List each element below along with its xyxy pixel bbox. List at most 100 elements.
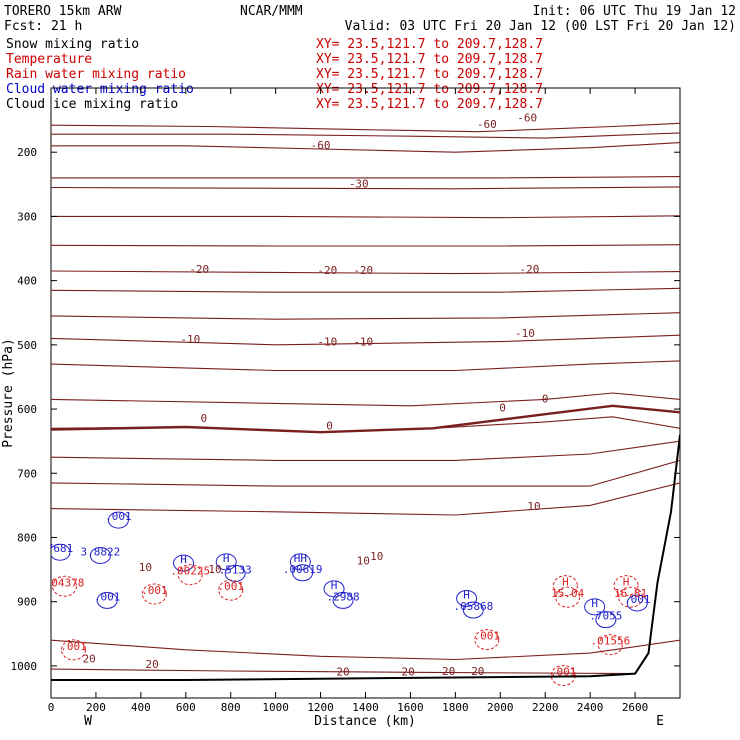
terrain-surface xyxy=(51,434,680,681)
contour-label: 16.81 xyxy=(614,587,647,600)
contour-label: 20 xyxy=(145,658,158,671)
cloud-water-contour xyxy=(173,554,195,572)
x-axis-label: Distance (km) xyxy=(314,714,416,729)
legend-field-name: Rain water mixing ratio xyxy=(6,67,186,82)
legend-field-xy: XY= 23.5,121.7 to 209.7,128.7 xyxy=(316,37,543,52)
isotherm--40 xyxy=(51,176,680,179)
x-tick-label: 1800 xyxy=(442,701,469,714)
isotherm--10 xyxy=(51,312,680,320)
x-tick-label: 1000 xyxy=(262,701,289,714)
rain-water-contour xyxy=(613,575,639,597)
contour-label: .00619 xyxy=(283,563,323,576)
contour-label: -60 xyxy=(311,139,331,152)
contour-label: 20 xyxy=(442,665,455,678)
contour-label: 15.04 xyxy=(551,587,584,600)
y-tick-label: 300 xyxy=(17,210,37,223)
contour-label: 10 xyxy=(527,500,540,513)
x-tick-label: 1200 xyxy=(307,701,334,714)
contour-label: H xyxy=(623,576,630,589)
rain-water-contour xyxy=(555,586,581,608)
cloud-water-contour xyxy=(224,564,246,582)
contour-label: 0 xyxy=(542,393,549,406)
contour-label: 0 xyxy=(499,402,506,415)
rain-water-contour xyxy=(552,575,578,597)
cloud-water-contour xyxy=(289,553,311,571)
cloud-water-contour xyxy=(107,511,129,529)
rain-water-contour xyxy=(218,579,244,601)
contour-label: -10 xyxy=(515,327,535,340)
x-tick-label: 800 xyxy=(221,701,241,714)
contour-label: .00225 xyxy=(170,565,210,578)
contour-label: 10 xyxy=(370,550,383,563)
x-tick-label: 200 xyxy=(86,701,106,714)
contour-label: -60 xyxy=(477,118,497,131)
contour-label: 0 xyxy=(200,412,207,425)
cloud-water-contour xyxy=(96,591,118,609)
y-tick-label: 200 xyxy=(17,146,37,159)
isotherm-lines xyxy=(51,122,680,675)
legend-field-xy: XY= 23.5,121.7 to 209.7,128.7 xyxy=(316,67,543,82)
cloud-water-contour xyxy=(595,611,617,629)
legend-field-name: Temperature xyxy=(6,52,92,67)
contour-label: .2988 xyxy=(326,590,359,603)
contour-label: 20 xyxy=(471,665,484,678)
contour-label: -20 xyxy=(520,263,540,276)
isotherm--10 xyxy=(51,334,680,346)
contour-label: .001 xyxy=(474,630,501,643)
legend-field-xy: XY= 23.5,121.7 to 209.7,128.7 xyxy=(316,97,543,112)
contour-label: H xyxy=(180,553,187,566)
x-tick-label: 400 xyxy=(131,701,151,714)
contour-label: 7681 xyxy=(47,542,74,555)
cloud-water-contour xyxy=(584,598,606,616)
contour-label: 20 xyxy=(402,666,415,679)
y-tick-label: 600 xyxy=(17,403,37,416)
isotherm--60 xyxy=(51,142,680,153)
contour-label: 3.8822 xyxy=(81,545,121,558)
isotherm-0 xyxy=(51,392,680,407)
x-tick-label: 1400 xyxy=(352,701,379,714)
contour-label: -10 xyxy=(317,335,337,348)
cloud-water-contour xyxy=(51,543,71,561)
contour-label: 10 xyxy=(357,554,370,567)
x-tick-label: 2200 xyxy=(532,701,559,714)
contour-label: H xyxy=(463,588,470,601)
cloud-water-contour xyxy=(292,564,314,582)
rain-water-contour xyxy=(141,583,167,605)
isotherm-10 xyxy=(51,459,680,487)
isotherm--10 xyxy=(51,360,680,372)
x-tick-label: 1600 xyxy=(397,701,424,714)
x-tick-label: 0 xyxy=(48,701,55,714)
valid-time: Valid: 03 UTC Fri 20 Jan 12 (00 LST Fri … xyxy=(345,19,736,34)
cloud-water-contour xyxy=(332,591,354,609)
legend-field-name: Cloud water mixing ratio xyxy=(6,82,194,97)
rain-water-contour xyxy=(618,586,644,608)
isotherm--20 xyxy=(51,244,680,247)
east-end-label: E xyxy=(656,714,664,729)
x-tick-label: 2600 xyxy=(622,701,649,714)
contour-label: H xyxy=(223,552,230,565)
x-tick-label: 2400 xyxy=(577,701,604,714)
y-axis-label: Pressure (hPa) xyxy=(1,338,16,448)
y-tick-label: 500 xyxy=(17,339,37,352)
contour-label: -20 xyxy=(353,264,373,277)
contour-label: .04378 xyxy=(45,576,85,589)
contour-label: 20 xyxy=(336,666,349,679)
y-tick-label: 700 xyxy=(17,467,37,480)
contour-label: .01556 xyxy=(590,635,630,648)
contour-label: -30 xyxy=(349,178,369,191)
contour-label: -20 xyxy=(189,263,209,276)
cloud-water-contour xyxy=(626,594,648,612)
y-tick-label: 800 xyxy=(17,531,37,544)
center-title: NCAR/MMM xyxy=(240,4,303,19)
cloud-contours xyxy=(51,511,648,687)
cloud-water-contour xyxy=(462,601,484,619)
cloud-water-contour xyxy=(89,546,111,564)
isotherm-20 xyxy=(51,639,680,661)
contour-label: .001 xyxy=(141,584,168,597)
contour-label: .5133 xyxy=(219,563,252,576)
rain-water-contour xyxy=(177,564,203,586)
contour-label: 20 xyxy=(83,653,96,666)
model-title: TORERO 15km ARW xyxy=(4,4,122,19)
y-tick-label: 900 xyxy=(17,596,37,609)
